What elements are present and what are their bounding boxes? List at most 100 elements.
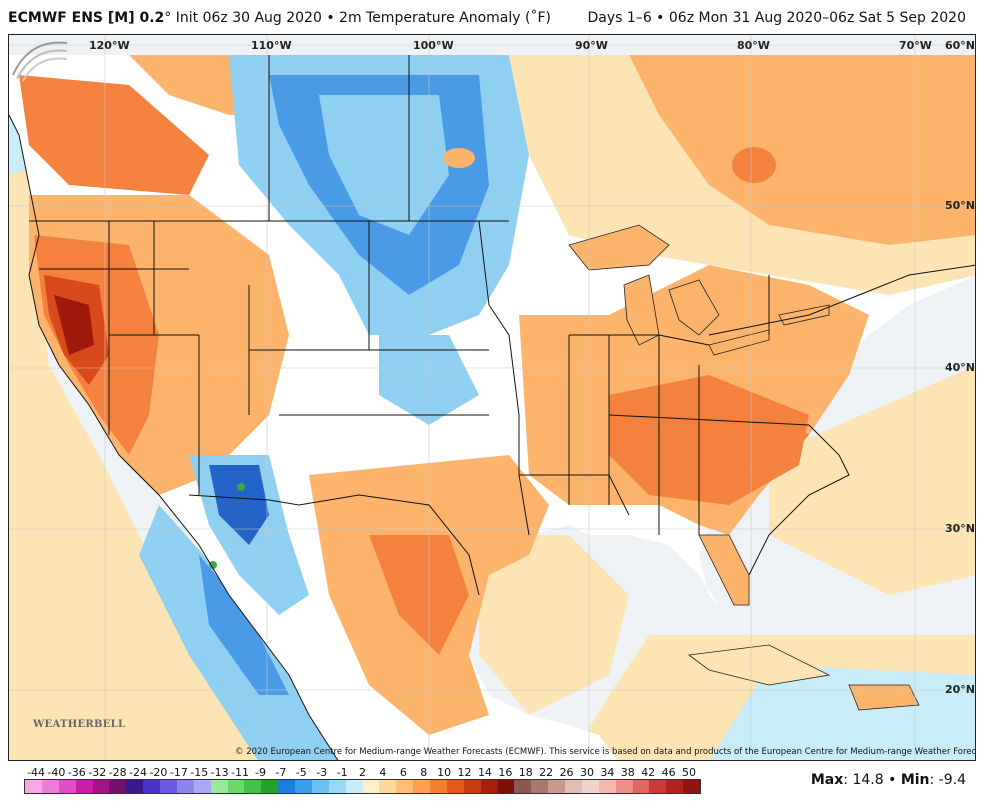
legend: -44 -40 -36 -32 -28 -24 -20 -17 -15 -13 -11 -9 -7 -5-… (0, 762, 984, 808)
colorbar-tick-label: -17 (169, 766, 188, 779)
florida (698, 534, 750, 606)
colorbar-tick-label: 6 (399, 766, 407, 779)
arizona-cool (209, 465, 269, 545)
colorbar-swatch (143, 780, 160, 793)
cuba (687, 644, 831, 686)
colorbar-tick-label: -9 (254, 766, 266, 779)
max-value: : 14.8 (843, 772, 884, 788)
colorbar-tick-label: -28 (108, 766, 127, 779)
gulf-warm (479, 535, 629, 715)
map-title: ECMWF ENS [M] 0.2° Init 06z 30 Aug 2020 … (8, 10, 551, 26)
colorbar-swatch (649, 780, 667, 793)
colorbar-swatch (41, 780, 59, 793)
colorbar-tick-label: 38 (620, 766, 635, 779)
colorbar-swatch (598, 780, 616, 793)
colorbar-tick-label: 22 (539, 766, 554, 779)
colorbar-swatch (295, 780, 312, 793)
colorbar-tick-label: -36 (67, 766, 86, 779)
colorbar-tick-label: -44 (27, 766, 45, 779)
lat-label-50n: 50°N (945, 199, 976, 212)
colorbar-swatch (25, 780, 42, 793)
colorbar-tick-label: -1 (336, 766, 348, 779)
colorbar-tick-label: 50 (682, 766, 696, 779)
lat-label-60n: 60°N (945, 39, 976, 52)
colorbar-swatch (109, 780, 127, 793)
lat-label-30n: 30°N (945, 522, 976, 535)
lake-michigan (623, 274, 660, 346)
colorbar-tick-label: -5 (295, 766, 307, 779)
colorbar-tick-label: 18 (518, 766, 533, 779)
colorbar-tick-label: -11 (231, 766, 250, 779)
lon-label-80w: 80°W (737, 39, 770, 52)
colorbar-tick-label: 26 (559, 766, 574, 779)
colorbar-tick-label: 8 (420, 766, 428, 779)
colorbar-swatch (328, 780, 346, 793)
colorbar-swatch (666, 780, 684, 793)
carolinas-warm (689, 405, 809, 475)
colorbar-tick-label: 4 (379, 766, 387, 779)
colorbar (24, 779, 701, 794)
colorbar-swatch (480, 780, 498, 793)
lake-erie (708, 329, 770, 356)
lake-ontario (778, 304, 830, 326)
quebec-warm-core (732, 147, 776, 183)
colorbar-swatch (58, 780, 76, 793)
colorbar-swatch (463, 780, 481, 793)
hispaniola (848, 684, 920, 711)
colorbar-swatch (193, 780, 211, 793)
colorbar-swatch (244, 780, 262, 793)
colorbar-tick-label: -32 (88, 766, 107, 779)
borders (9, 55, 975, 760)
colorbar-tick-label: -20 (149, 766, 168, 779)
colorbar-tick-label: 10 (437, 766, 452, 779)
colorbar-tick-label: -24 (129, 766, 148, 779)
lon-label-120w: 120°W (89, 39, 130, 52)
colorbar-swatch (75, 780, 93, 793)
colorbar-swatch (430, 780, 447, 793)
california-hottest (54, 295, 94, 355)
max-label: Max (810, 772, 844, 788)
colorbar-tick-label: -3 (316, 766, 328, 779)
colorbar-tick-label: 42 (641, 766, 656, 779)
colorbar-swatch (615, 780, 633, 793)
lake-superior (568, 224, 670, 271)
colorbar-swatch (413, 780, 430, 793)
colorbar-tick-label: -40 (47, 766, 66, 779)
anomaly-map: 120°W 110°W 100°W 90°W 80°W 70°W 60°N 50… (8, 34, 976, 761)
lon-label-110w: 110°W (251, 39, 292, 52)
colorbar-swatch (362, 780, 380, 793)
colorbar-tick-label: 34 (600, 766, 615, 779)
colorbar-swatch (278, 780, 295, 793)
colorbar-swatch (396, 780, 414, 793)
baja-green (209, 561, 217, 569)
arizona-green (237, 483, 245, 491)
colorbar-swatch (565, 780, 582, 793)
min-label: Min (900, 772, 930, 788)
model-name: ECMWF ENS [M] 0.2 (8, 10, 165, 26)
colorbar-tick-label: -15 (190, 766, 209, 779)
colorbar-swatch (345, 780, 363, 793)
colorbar-swatch (92, 780, 110, 793)
map-canvas (9, 35, 975, 760)
colorbar-swatch (227, 780, 245, 793)
lake-huron (668, 279, 720, 336)
colorbar-swatch (581, 780, 599, 793)
lon-label-90w: 90°W (575, 39, 608, 52)
colorbar-swatch (379, 780, 397, 793)
colorbar-tick-label: -7 (275, 766, 287, 779)
copyright-notice: © 2020 European Centre for Medium-range … (235, 747, 976, 757)
colorbar-tick-label: 14 (477, 766, 492, 779)
lon-label-70w: 70°W (899, 39, 932, 52)
colorbar-tick-label: 46 (661, 766, 676, 779)
colorbar-swatch (311, 780, 329, 793)
colorbar-swatch (176, 780, 194, 793)
quebec-warm (629, 55, 975, 245)
colorbar-swatch (210, 780, 228, 793)
colorbar-swatch (514, 780, 532, 793)
gulf-ca-cool (199, 555, 289, 695)
init-info: ° Init 06z 30 Aug 2020 • 2m Temperature … (164, 10, 551, 26)
lat-label-20n: 20°N (945, 683, 976, 696)
colorbar-swatch (446, 780, 464, 793)
valid-period: Days 1–6 • 06z Mon 31 Aug 2020–06z Sat 5… (587, 10, 966, 26)
min-value: : -9.4 (929, 772, 966, 788)
